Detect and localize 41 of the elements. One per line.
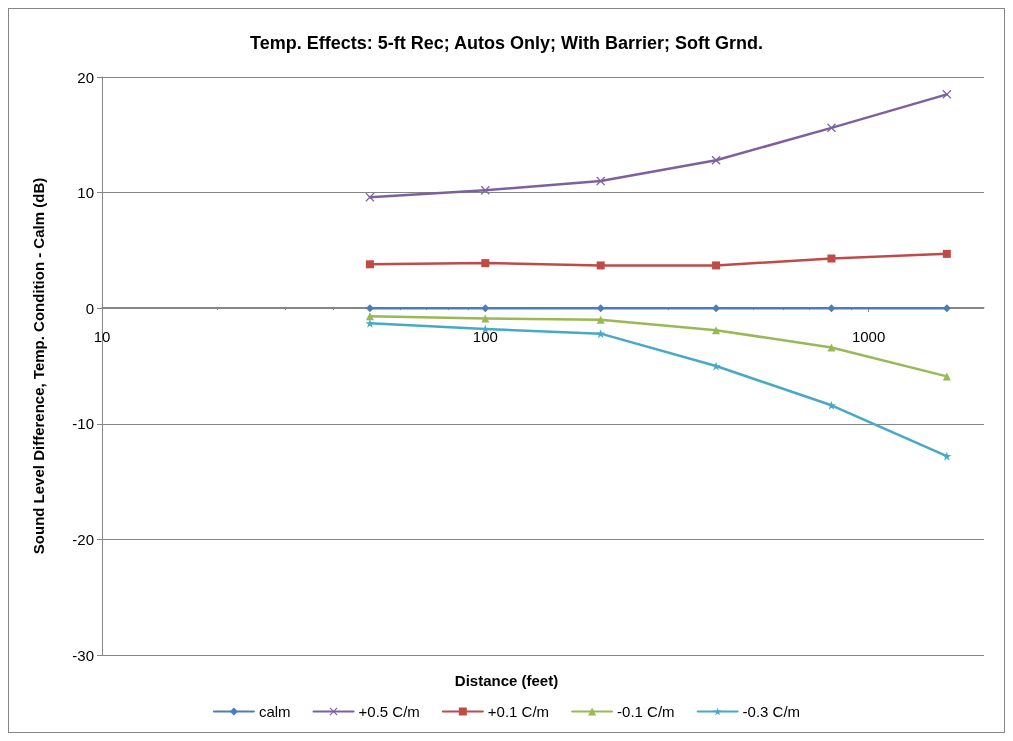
point bbox=[942, 304, 951, 313]
point bbox=[596, 304, 605, 313]
y-tick-label: -20 bbox=[72, 530, 94, 548]
y-tick-label: 0 bbox=[85, 299, 94, 317]
y-tick-label: 20 bbox=[77, 68, 94, 86]
point bbox=[942, 89, 952, 99]
point bbox=[826, 123, 836, 133]
point bbox=[827, 254, 836, 263]
x-tick-label: 1000 bbox=[851, 328, 886, 345]
point bbox=[365, 312, 374, 321]
x-tick-label: 10 bbox=[93, 328, 111, 345]
point bbox=[942, 451, 952, 461]
point bbox=[365, 192, 375, 202]
point bbox=[481, 259, 490, 268]
y-axis-title: Sound Level Difference, Temp. Condition - Calm (dB) bbox=[30, 177, 47, 555]
point bbox=[596, 315, 605, 324]
x-axis-title: Distance (feet) bbox=[454, 672, 559, 689]
point bbox=[365, 260, 374, 269]
x-tick-label: 100 bbox=[472, 328, 498, 345]
point bbox=[596, 176, 606, 186]
point bbox=[596, 329, 606, 339]
point bbox=[712, 261, 721, 270]
y-tick-label: -30 bbox=[72, 646, 94, 664]
point bbox=[365, 304, 374, 313]
point bbox=[827, 343, 836, 352]
legend-label: +0.5 C/m bbox=[358, 703, 420, 720]
legend-label: -0.3 C/m bbox=[742, 703, 801, 720]
point bbox=[481, 314, 490, 323]
chart-title: Temp. Effects: 5-ft Rec; Autos Only; With Barrier; Soft Grnd. bbox=[250, 33, 763, 53]
legend-label: -0.1 C/m bbox=[617, 703, 675, 720]
point bbox=[712, 326, 721, 335]
y-tick-label: 10 bbox=[77, 184, 94, 202]
y-tick-label: -10 bbox=[72, 415, 94, 433]
point bbox=[365, 318, 375, 328]
legend-label: calm bbox=[258, 703, 291, 720]
point bbox=[942, 249, 951, 258]
point bbox=[711, 155, 721, 165]
legend-label: +0.1 C/m bbox=[487, 703, 550, 720]
point bbox=[596, 261, 605, 270]
point bbox=[481, 304, 490, 313]
point bbox=[827, 304, 836, 313]
